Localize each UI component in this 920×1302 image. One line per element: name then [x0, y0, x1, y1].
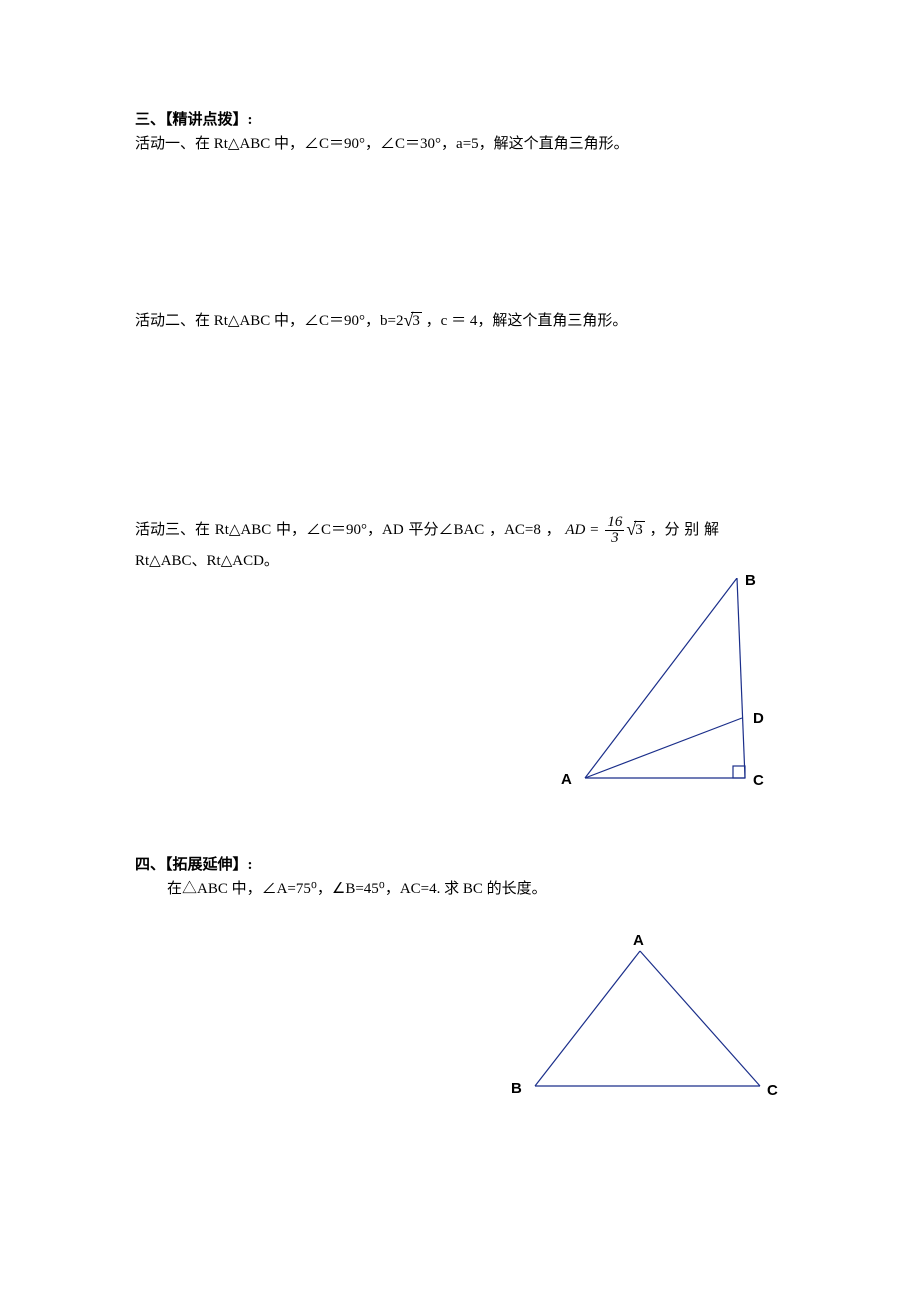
section-4-body: 在△ABC 中，∠A=75⁰，∠B=45⁰，AC=4. 求 BC 的长度。	[167, 877, 790, 901]
sqrt-3-icon: √3	[626, 510, 644, 550]
activity-2-text: 活动二、在 Rt△ABC 中，∠C＝90°，b=2√3 ，c ＝ 4，解这个直角…	[135, 306, 790, 335]
vertex-label-d: D	[753, 710, 764, 727]
vertex-label-b: B	[511, 1080, 522, 1097]
triangle-abc-d-figure: A B C D	[575, 578, 770, 808]
sqrt-3-icon: √3	[404, 306, 422, 335]
activity-1-text: 活动一、在 Rt△ABC 中，∠C＝90°，∠C＝30°，a=5，解这个直角三角…	[135, 132, 790, 156]
spacer	[135, 335, 790, 510]
activity-3-post: ，分 别 解	[645, 522, 719, 538]
activity-2-post: ，c ＝ 4，解这个直角三角形。	[422, 313, 627, 329]
vertex-label-a: A	[633, 932, 644, 949]
section-4-heading: 四、【拓展延伸】:	[135, 853, 790, 877]
vertex-label-b: B	[745, 572, 756, 589]
triangle-svg	[575, 578, 770, 808]
vertex-label-a: A	[561, 771, 572, 788]
activity-3-line2: Rt△ABC、Rt△ACD。	[135, 549, 790, 573]
variable-AD: AD	[565, 522, 585, 538]
section-3-heading: 三、【精讲点拨】:	[135, 108, 790, 132]
fraction-16-3: 163	[605, 515, 624, 546]
activity-3-line1: 活动三、在 Rt△ABC 中，∠C＝90°，AD 平分∠BAC ，AC=8 ， …	[135, 510, 790, 550]
triangle-svg	[525, 946, 785, 1116]
activity-3-pre: 活动三、在 Rt△ABC 中，∠C＝90°，AD 平分∠BAC ，AC=8 ，	[135, 522, 561, 538]
activity-2-pre: 活动二、在 Rt△ABC 中，∠C＝90°，b=2	[135, 313, 404, 329]
equals-sign: =	[585, 522, 603, 538]
vertex-label-c: C	[767, 1082, 778, 1099]
vertex-label-c: C	[753, 772, 764, 789]
spacer	[135, 156, 790, 306]
triangle-abc-figure: A B C	[525, 946, 785, 1116]
